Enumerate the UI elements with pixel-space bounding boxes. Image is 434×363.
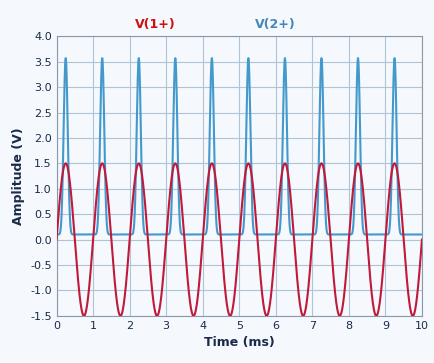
Y-axis label: Amplitude (V): Amplitude (V) <box>11 127 24 225</box>
X-axis label: Time (ms): Time (ms) <box>204 336 274 349</box>
Text: V(2+): V(2+) <box>255 18 296 31</box>
Text: V(1+): V(1+) <box>135 18 175 31</box>
